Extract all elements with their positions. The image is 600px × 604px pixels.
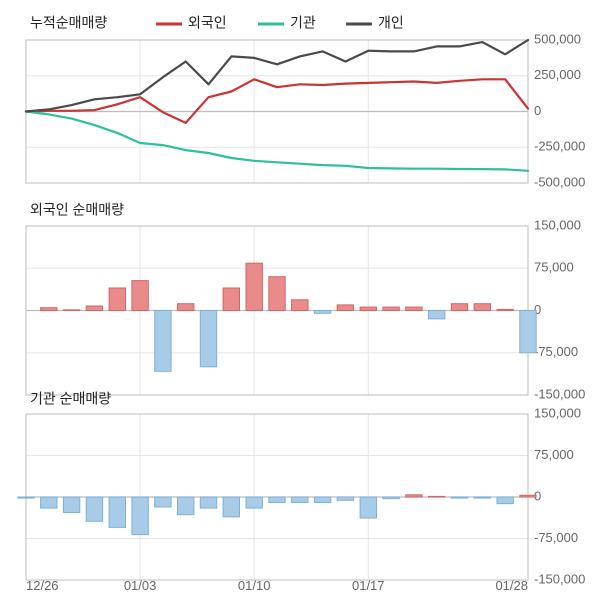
- bar: [86, 306, 102, 311]
- x-tick-label: 01/03: [124, 578, 157, 593]
- y-tick-label: 0: [534, 103, 541, 118]
- bar: [520, 495, 536, 497]
- y-tick-label: 150,000: [534, 217, 581, 232]
- legend-label: 개인: [378, 15, 404, 31]
- y-tick-label: 250,000: [534, 67, 581, 82]
- bar: [314, 311, 330, 314]
- foreign-title: 외국인 순매매량: [30, 202, 124, 218]
- bar: [383, 307, 399, 310]
- bar: [155, 497, 171, 507]
- bar: [292, 497, 308, 503]
- bar: [41, 497, 57, 508]
- y-tick-label: -150,000: [534, 571, 585, 586]
- legend-label: 기관: [290, 15, 316, 31]
- bar: [474, 304, 490, 311]
- legend-label: 외국인: [188, 15, 227, 31]
- bar: [360, 497, 376, 518]
- cumulative-title: 누적순매매량: [30, 15, 107, 31]
- bar: [337, 305, 353, 311]
- institution-panel: -150,000-75,000075,000150,000기관 순매매량: [18, 391, 586, 587]
- bar: [200, 497, 216, 508]
- line-series-foreign: [26, 79, 528, 123]
- bar: [223, 288, 239, 311]
- bar: [269, 277, 285, 311]
- bar: [497, 309, 513, 310]
- bar: [178, 304, 194, 311]
- bar: [314, 497, 330, 503]
- x-tick-label: 12/26: [26, 578, 59, 593]
- bar: [200, 311, 216, 367]
- bar: [451, 497, 467, 498]
- bar: [429, 311, 445, 319]
- bar: [474, 497, 490, 498]
- cumulative-panel: -500,000 -250,000 0 250,000 500,000 누적순매매량 외국인…: [26, 15, 585, 190]
- bar: [86, 497, 102, 521]
- y-tick-label: -250,000: [534, 139, 585, 154]
- legend: 외국인 기관 개인: [156, 15, 404, 31]
- x-tick-label: 01/10: [238, 578, 271, 593]
- bar: [223, 497, 239, 517]
- bar: [155, 311, 171, 372]
- trading-volume-chart: -500,000-250,0000250,000500,000누적순매매량외국인…: [0, 0, 600, 604]
- chart-svg: -500,000-250,0000250,000500,000누적순매매량외국인…: [0, 0, 600, 604]
- bar: [520, 311, 536, 353]
- bar: [109, 288, 125, 311]
- bar: [246, 263, 262, 310]
- bar: [383, 497, 399, 499]
- y-tick-label: 75,000: [534, 260, 574, 275]
- line-series-institution: [26, 112, 528, 171]
- bar: [178, 497, 194, 515]
- bar: [406, 495, 422, 497]
- bar: [246, 497, 262, 508]
- bar: [406, 307, 422, 310]
- bar: [360, 307, 376, 310]
- foreign-panel: -150,000-75,000075,000150,000외국인 순매매량: [26, 202, 585, 402]
- bar: [269, 497, 285, 503]
- bar: [132, 281, 148, 311]
- bar: [292, 300, 308, 311]
- bar: [451, 304, 467, 311]
- bar: [18, 497, 34, 498]
- bar: [109, 497, 125, 527]
- x-tick-label: 01/17: [352, 578, 385, 593]
- y-tick-label: -75,000: [534, 344, 578, 359]
- y-tick-label: 150,000: [534, 405, 581, 420]
- institution-title: 기관 순매매량: [30, 391, 111, 407]
- y-tick-label: 500,000: [534, 31, 581, 46]
- bar: [337, 497, 353, 500]
- bar: [63, 310, 79, 311]
- y-tick-label: 75,000: [534, 447, 574, 462]
- x-tick-label: 01/28: [495, 578, 528, 593]
- bar: [63, 497, 79, 513]
- y-tick-label: -500,000: [534, 174, 585, 189]
- bar: [497, 497, 513, 504]
- y-tick-label: -75,000: [534, 530, 578, 545]
- bar: [41, 308, 57, 311]
- bar: [132, 497, 148, 535]
- bar: [429, 496, 445, 497]
- y-tick-label: -150,000: [534, 386, 585, 401]
